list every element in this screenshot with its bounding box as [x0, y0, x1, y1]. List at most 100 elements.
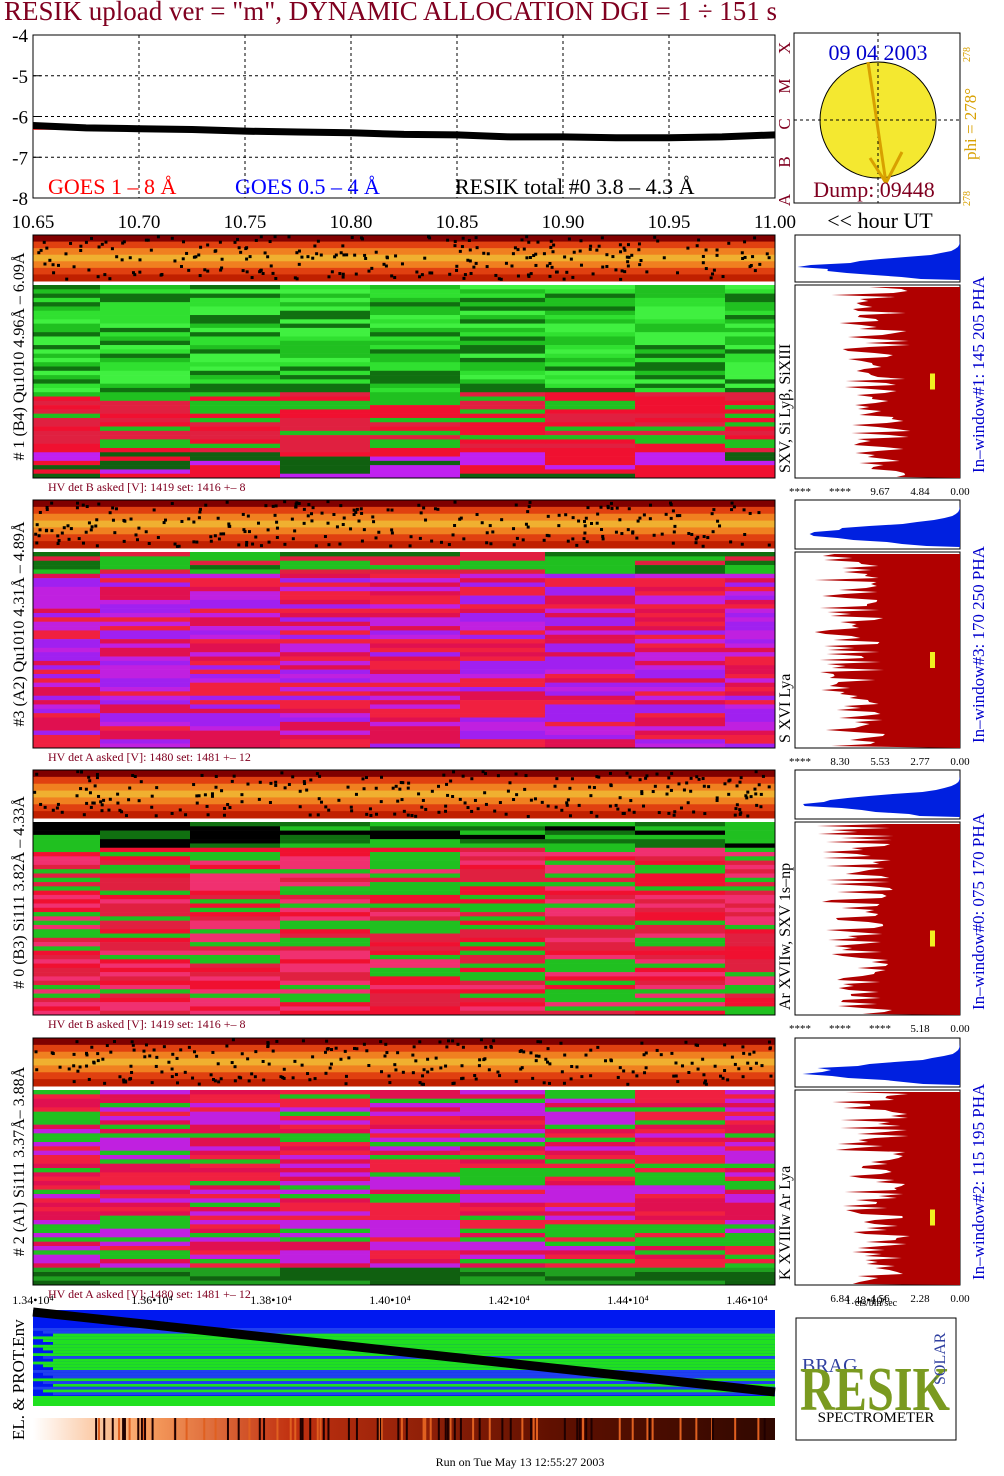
- spectrogram-cell: [33, 1272, 101, 1277]
- spectrogram-cell: [460, 1133, 546, 1138]
- hist-tick-label: 9.67: [870, 486, 890, 498]
- spectrogram-cell: [635, 1090, 726, 1095]
- spectrogram-cell: [725, 1215, 776, 1221]
- band-noise: [436, 507, 440, 511]
- spectrogram-cell: [725, 1220, 776, 1225]
- spectrogram-cell: [460, 907, 546, 913]
- spectrogram-cell: [725, 1185, 776, 1190]
- band-noise: [132, 1048, 136, 1052]
- spectrogram-cell: [190, 1172, 281, 1177]
- hv-label: HV det B asked [V]: 1419 set: 1416 +– 8: [48, 1017, 246, 1031]
- spectrogram-cell: [370, 604, 461, 609]
- band-noise: [306, 514, 310, 518]
- band-noise: [496, 774, 500, 778]
- env-row: [53, 1375, 775, 1379]
- band-noise: [76, 501, 80, 505]
- band-noise: [401, 781, 405, 785]
- spectrogram-cell: [370, 929, 461, 934]
- spectrogram-cell: [280, 959, 371, 964]
- spectrogram-cell: [100, 426, 191, 432]
- spectrogram-cell: [545, 907, 636, 913]
- sun-arrow: [884, 151, 904, 184]
- spectrogram-cell: [725, 1237, 776, 1242]
- spectrogram-cell: [33, 621, 101, 627]
- band-noise: [767, 785, 771, 789]
- spectrogram-cell: [190, 721, 281, 727]
- spectrogram-cell: [545, 1267, 636, 1273]
- band-noise: [475, 246, 479, 250]
- spectrogram-cell: [545, 937, 636, 943]
- band-noise: [193, 1050, 197, 1054]
- band-noise: [493, 809, 497, 813]
- band-noise: [297, 502, 301, 506]
- band-noise: [268, 801, 272, 805]
- spectrogram-cell: [460, 349, 546, 354]
- spectrogram-cell: [635, 285, 726, 290]
- spectrogram-cell: [190, 473, 281, 479]
- band-noise: [293, 1059, 297, 1063]
- band-noise: [652, 533, 656, 537]
- band-noise: [547, 534, 551, 538]
- spectrogram-cell: [190, 989, 281, 994]
- band-noise: [402, 809, 406, 813]
- band-noise: [753, 787, 757, 791]
- spectrogram-cell: [190, 285, 281, 290]
- band-noise: [711, 272, 715, 276]
- band-noise: [187, 517, 191, 521]
- band-noise: [209, 535, 213, 539]
- band-noise: [243, 530, 247, 534]
- spectrogram-cell: [635, 447, 726, 453]
- band-noise: [579, 263, 583, 267]
- band-noise: [439, 1066, 443, 1070]
- spectrogram-cell: [725, 864, 776, 870]
- spectrogram-cell: [33, 1163, 101, 1169]
- spectrogram-cell: [190, 599, 281, 605]
- spectrogram-cell: [100, 894, 191, 900]
- band-noise: [327, 543, 331, 547]
- spectrogram-cell: [100, 1168, 191, 1173]
- spectrogram-cell: [33, 599, 101, 605]
- band-row: [33, 267, 775, 275]
- spectrogram-cell: [100, 652, 191, 657]
- spectrogram-cell: [635, 349, 726, 354]
- spectrogram-cell: [370, 469, 461, 475]
- band-noise: [387, 1074, 391, 1078]
- spectrogram-cell: [190, 1220, 281, 1225]
- spectrogram-cell: [725, 678, 776, 683]
- spectrogram-cell: [100, 704, 191, 710]
- band-noise: [676, 1080, 680, 1084]
- band-noise: [241, 512, 245, 516]
- spectrogram-cell: [460, 345, 546, 350]
- spectrogram-cell: [190, 834, 281, 840]
- band-noise: [548, 1062, 552, 1066]
- spectrogram-cell: [370, 409, 461, 414]
- band-noise: [695, 244, 699, 248]
- spectrogram-cell: [100, 552, 191, 557]
- spectrogram-cell: [370, 1155, 461, 1160]
- spectrogram-cell: [33, 954, 101, 960]
- spectrogram-cell: [280, 426, 371, 432]
- spectrogram-cell: [725, 327, 776, 333]
- spectrogram-cell: [33, 717, 101, 723]
- spectrogram-cell: [280, 734, 371, 740]
- spectrogram-cell: [33, 1267, 101, 1273]
- spectrogram-cell: [545, 687, 636, 692]
- spectrogram-cell: [370, 293, 461, 299]
- line-label: K XVIIIw Ar Lya: [777, 1166, 794, 1280]
- spectrogram-cell: [100, 430, 191, 436]
- legend-entry: GOES 1 – 8 Å: [48, 174, 176, 199]
- band-noise: [144, 238, 148, 242]
- spectrogram-cell: [33, 882, 101, 887]
- band-noise: [609, 501, 613, 505]
- band-noise: [529, 1051, 533, 1055]
- band-noise: [342, 516, 346, 520]
- spectrogram-cell: [545, 1259, 636, 1264]
- band-noise: [546, 804, 550, 808]
- spectrogram-cell: [460, 630, 546, 636]
- spectrogram-cell: [190, 1228, 281, 1234]
- spectrogram-cell: [545, 860, 636, 866]
- spectrogram-cell: [545, 626, 636, 631]
- env-row: [53, 1392, 775, 1396]
- spectrogram-cell: [635, 907, 726, 913]
- spectrogram-cell: [190, 435, 281, 440]
